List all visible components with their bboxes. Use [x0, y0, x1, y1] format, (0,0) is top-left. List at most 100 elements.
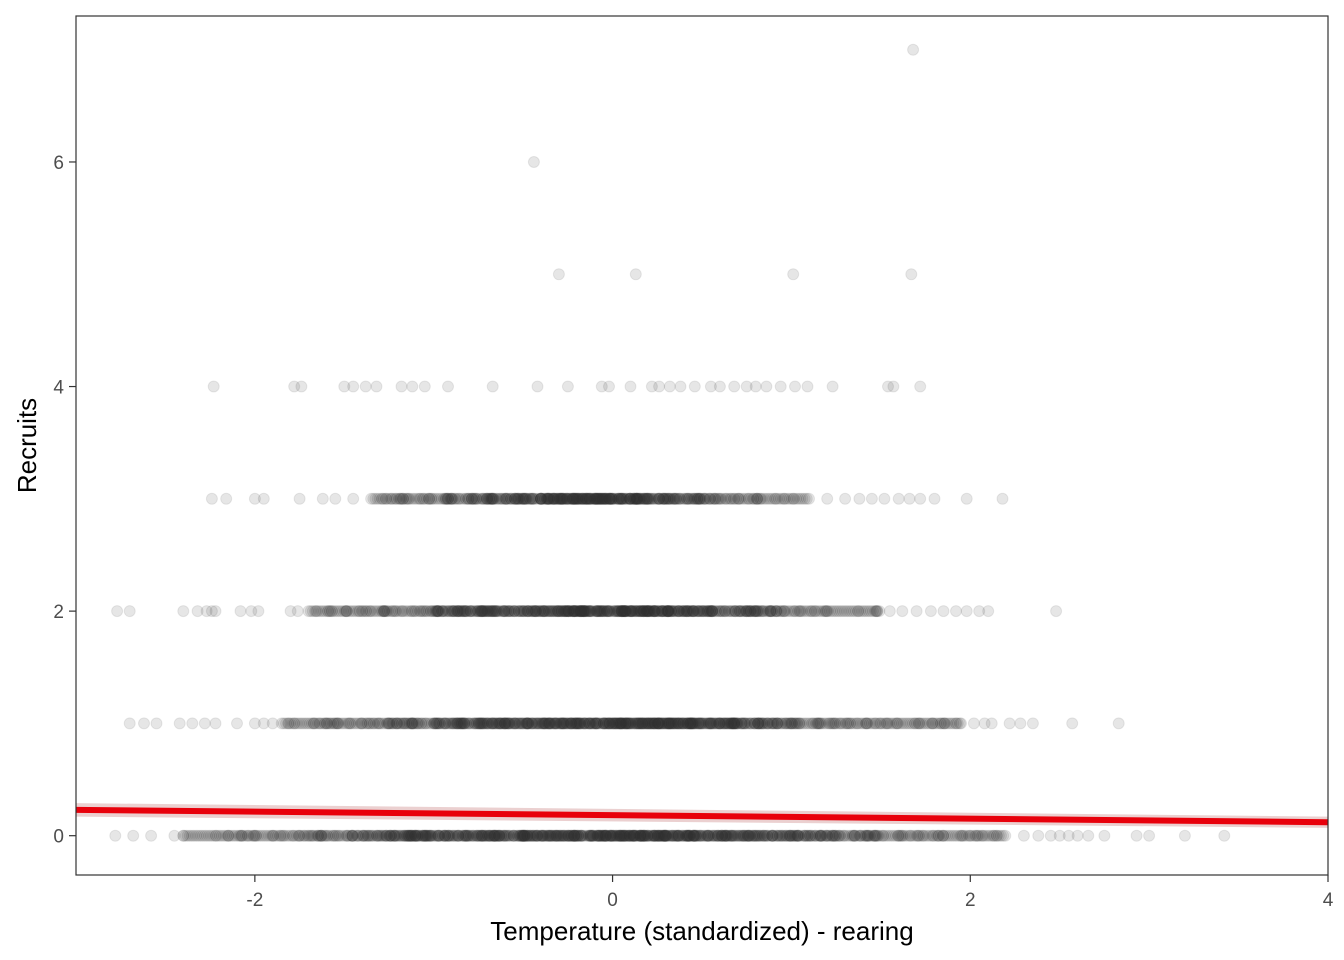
- data-point: [417, 829, 430, 842]
- data-point: [688, 380, 701, 393]
- data-point: [903, 492, 916, 505]
- data-point: [594, 829, 607, 842]
- data-point: [600, 829, 613, 842]
- data-point: [799, 829, 812, 842]
- data-point: [605, 829, 617, 842]
- data-point: [491, 829, 504, 842]
- data-point: [409, 829, 422, 842]
- data-point: [457, 829, 470, 842]
- data-point: [459, 829, 471, 842]
- data-point: [931, 829, 944, 842]
- data-point: [488, 829, 501, 842]
- data-point: [598, 829, 611, 842]
- data-point: [127, 829, 140, 842]
- data-point: [591, 829, 604, 842]
- data-point: [862, 829, 875, 842]
- data-point: [419, 829, 432, 842]
- data-point: [527, 156, 540, 168]
- data-point: [837, 829, 850, 842]
- data-point: [868, 829, 881, 842]
- data-point: [783, 829, 796, 842]
- data-point: [914, 492, 927, 505]
- data-point: [395, 380, 408, 393]
- data-point: [557, 829, 570, 842]
- data-point: [687, 829, 699, 842]
- data-point: [917, 829, 929, 842]
- data-point: [716, 829, 729, 842]
- data-point: [627, 829, 640, 842]
- data-point: [543, 829, 555, 842]
- data-point: [634, 829, 647, 842]
- data-point: [287, 829, 300, 842]
- data-point: [233, 829, 246, 842]
- data-point: [761, 829, 773, 842]
- data-point: [402, 829, 415, 842]
- data-point: [877, 829, 889, 842]
- data-point: [716, 829, 729, 842]
- data-point: [742, 829, 755, 842]
- data-point: [681, 829, 693, 842]
- data-point: [544, 829, 557, 842]
- data-point: [406, 380, 419, 393]
- data-point: [1017, 829, 1030, 842]
- data-point: [293, 829, 306, 842]
- data-point: [907, 43, 920, 56]
- data-point: [380, 829, 393, 842]
- data-point: [531, 829, 544, 842]
- data-point: [814, 829, 827, 842]
- data-point: [833, 829, 846, 842]
- data-point: [478, 829, 491, 842]
- data-point: [257, 492, 270, 505]
- data-point: [552, 829, 565, 842]
- data-point: [500, 829, 513, 842]
- data-point: [266, 829, 279, 842]
- data-point: [749, 829, 762, 842]
- data-point: [498, 829, 511, 842]
- data-point: [659, 829, 672, 842]
- data-point: [634, 829, 647, 842]
- data-point: [516, 829, 529, 842]
- data-point: [634, 829, 647, 842]
- data-point: [523, 829, 536, 842]
- data-point: [385, 829, 398, 842]
- data-point: [537, 829, 550, 842]
- data-point: [651, 829, 664, 842]
- data-point: [726, 829, 739, 842]
- data-point: [615, 829, 628, 842]
- data-point: [389, 829, 402, 842]
- data-point: [291, 605, 304, 618]
- data-point: [828, 829, 841, 842]
- data-point: [645, 829, 657, 842]
- data-point: [641, 829, 654, 842]
- data-point: [648, 829, 661, 842]
- data-point: [861, 829, 874, 842]
- data-point: [651, 829, 664, 842]
- data-point: [513, 829, 526, 842]
- data-point: [712, 829, 725, 842]
- data-point: [527, 829, 540, 842]
- data-point: [493, 829, 506, 842]
- data-point: [785, 829, 798, 842]
- data-point: [266, 717, 279, 730]
- data-point: [545, 829, 558, 842]
- data-point: [801, 380, 814, 393]
- data-point: [488, 829, 501, 842]
- data-point: [904, 829, 917, 842]
- data-point: [1130, 829, 1143, 842]
- data-point: [564, 829, 577, 842]
- data-point: [892, 829, 905, 842]
- data-point: [869, 829, 881, 842]
- data-point: [593, 829, 606, 842]
- data-point: [666, 829, 679, 842]
- data-point: [826, 829, 839, 842]
- data-point: [420, 829, 433, 842]
- data-point: [719, 829, 732, 842]
- data-point: [666, 829, 678, 842]
- data-point: [725, 829, 738, 842]
- data-point: [383, 829, 396, 842]
- data-point: [673, 829, 686, 842]
- data-point: [816, 829, 829, 842]
- data-point: [460, 829, 473, 842]
- data-point: [205, 492, 218, 505]
- data-point: [682, 829, 694, 842]
